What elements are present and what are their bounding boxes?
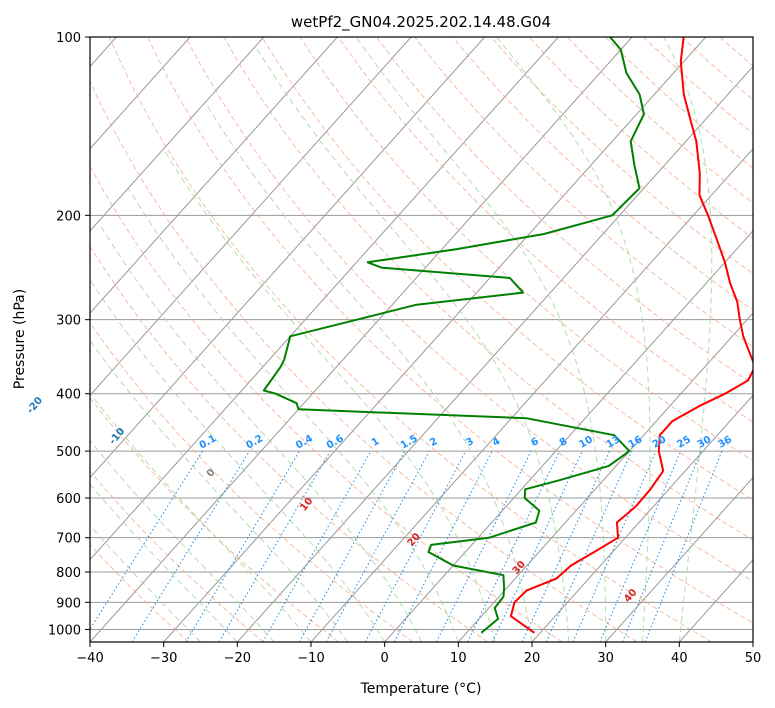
isotherm-line [90, 37, 265, 232]
x-tick-label: 10 [450, 651, 467, 666]
dry-adiabat-line [185, 37, 753, 582]
mixing-ratio-label: 6 [529, 436, 541, 449]
mixing-ratio-line [218, 450, 331, 642]
mixing-ratio-line [262, 450, 372, 642]
moist-adiabat-line [127, 188, 459, 642]
moist-adiabat-line [90, 392, 312, 642]
plot-area [90, 37, 753, 642]
dry-adiabat-line [414, 37, 753, 348]
mixing-ratio-label: 1 [370, 436, 382, 449]
y-tick-label: 400 [56, 388, 81, 403]
isotherm-line [163, 37, 707, 642]
isotherm-line [90, 37, 338, 314]
moist-adiabat-line [90, 483, 238, 642]
moist-adiabat-line [90, 339, 349, 642]
dry-adiabat-line [490, 37, 753, 275]
chart-title: wetPf2_GN04.2025.202.14.48.G04 [291, 13, 551, 32]
y-tick-label: 600 [56, 492, 81, 507]
mixing-ratio-line [467, 450, 561, 642]
x-tick-label: 30 [597, 651, 614, 666]
isotherm-line [90, 37, 633, 642]
y-tick-label: 100 [56, 31, 81, 46]
moist-adiabat-line [355, 37, 607, 642]
mixing-ratio-line [521, 450, 611, 642]
x-tick-label: 0 [381, 651, 389, 666]
dewpoint-line [262, 37, 645, 634]
dry-adiabat-label: -20 [25, 395, 45, 416]
moist-adiabat-line [256, 48, 570, 642]
isotherm-line [752, 641, 753, 642]
mixing-ratio-line [185, 450, 300, 642]
mixing-ratio-line [545, 450, 633, 642]
moist-adiabat-line [164, 151, 496, 642]
isotherm-line [90, 37, 412, 397]
dry-adiabat-line [261, 37, 753, 501]
isotherm-line [90, 37, 486, 479]
moist-adiabat-line [90, 278, 386, 642]
mixing-ratio-line [325, 450, 430, 642]
isotherm-line [90, 37, 191, 150]
x-tick-label: 20 [524, 651, 541, 666]
mixing-ratio-label: 8 [558, 436, 570, 449]
mixing-ratio-line [90, 450, 203, 630]
moist-adiabat-line [663, 37, 713, 642]
x-tick-label: −40 [76, 651, 103, 666]
isotherm-line [531, 394, 753, 642]
y-tick-label: 700 [56, 532, 81, 547]
isotherm-line [90, 37, 559, 561]
x-tick-label: −20 [224, 651, 251, 666]
plot-frame [89, 36, 754, 643]
axes: −40 −30 −20 −10 0 10 20 30 40 50 1000 900 800 700 600 5… [48, 31, 761, 666]
temperature-line [509, 37, 753, 634]
moist-adiabat-line [496, 37, 651, 642]
x-tick-label: 50 [745, 651, 762, 666]
mixing-ratio-line [572, 450, 657, 642]
isotherm-line [457, 312, 753, 642]
dry-adiabat-line [223, 37, 753, 541]
dry-adiabat-line [147, 37, 753, 624]
isotherm-line [236, 65, 753, 642]
moist-adiabat-line [99, 224, 422, 642]
x-tick-label: −30 [150, 651, 177, 666]
y-tick-label: 1000 [48, 623, 81, 638]
mixing-ratio-label: 4 [491, 436, 503, 449]
y-axis-label: Pressure (hPa) [12, 289, 28, 389]
dry-adiabat-line [90, 245, 488, 642]
y-tick-label: 200 [56, 209, 81, 224]
mixing-ratio-line [131, 450, 250, 642]
moist-adiabat-line [90, 439, 275, 642]
mixing-ratio-line [599, 450, 682, 642]
mixing-ratio-line [298, 450, 406, 642]
x-axis-label: Temperature (°C) [360, 681, 482, 697]
isotherm-line [605, 476, 753, 642]
sounding-series [262, 37, 753, 634]
y-tick-label: 300 [56, 314, 81, 329]
dry-adiabat-line [566, 37, 753, 204]
dry-adiabat-line [90, 80, 638, 642]
isotherm-line [384, 230, 753, 642]
dry-adiabat-line [299, 37, 753, 462]
moist-adiabat-line [205, 103, 533, 642]
x-tick-label: −10 [297, 651, 324, 666]
dry-adiabat-line [376, 37, 753, 385]
dry-adiabat-line [108, 37, 712, 642]
dry-adiabat-line [337, 37, 753, 423]
y-tick-label: 500 [56, 445, 81, 460]
y-tick-label: 800 [56, 566, 81, 581]
y-tick-label: 900 [56, 596, 81, 611]
dry-adiabat-line [90, 321, 414, 642]
mixing-ratio-label: 2 [428, 436, 440, 449]
mixing-ratio-line [621, 450, 702, 642]
moist-adiabat-line [90, 524, 201, 642]
mixing-ratio-label: 3 [464, 436, 476, 449]
dry-adiabat-line [452, 37, 753, 311]
dry-adiabat-line [605, 37, 753, 169]
dry-adiabat-line [90, 165, 563, 642]
dry-adiabat-line [528, 37, 753, 239]
x-tick-label: 40 [671, 651, 688, 666]
